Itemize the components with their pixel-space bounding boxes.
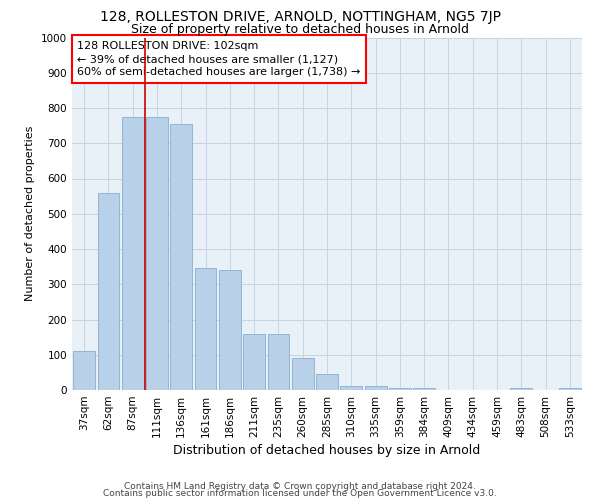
Bar	[511, 388, 532, 390]
Bar	[97, 192, 119, 390]
Bar	[365, 386, 386, 390]
Text: Contains public sector information licensed under the Open Government Licence v3: Contains public sector information licen…	[103, 490, 497, 498]
Bar	[122, 117, 143, 390]
Bar	[219, 270, 241, 390]
Text: Contains HM Land Registry data © Crown copyright and database right 2024.: Contains HM Land Registry data © Crown c…	[124, 482, 476, 491]
Bar	[73, 351, 95, 390]
Bar	[559, 388, 581, 390]
Bar	[389, 388, 411, 390]
Bar	[340, 386, 362, 390]
Bar	[146, 117, 168, 390]
Bar	[292, 358, 314, 390]
Text: 128 ROLLESTON DRIVE: 102sqm
← 39% of detached houses are smaller (1,127)
60% of : 128 ROLLESTON DRIVE: 102sqm ← 39% of det…	[77, 41, 361, 78]
Bar	[170, 124, 192, 390]
Text: Size of property relative to detached houses in Arnold: Size of property relative to detached ho…	[131, 22, 469, 36]
Bar	[194, 268, 217, 390]
Bar	[316, 374, 338, 390]
Text: 128, ROLLESTON DRIVE, ARNOLD, NOTTINGHAM, NG5 7JP: 128, ROLLESTON DRIVE, ARNOLD, NOTTINGHAM…	[100, 10, 500, 24]
Bar	[268, 334, 289, 390]
Bar	[413, 388, 435, 390]
Y-axis label: Number of detached properties: Number of detached properties	[25, 126, 35, 302]
X-axis label: Distribution of detached houses by size in Arnold: Distribution of detached houses by size …	[173, 444, 481, 457]
Bar	[243, 334, 265, 390]
